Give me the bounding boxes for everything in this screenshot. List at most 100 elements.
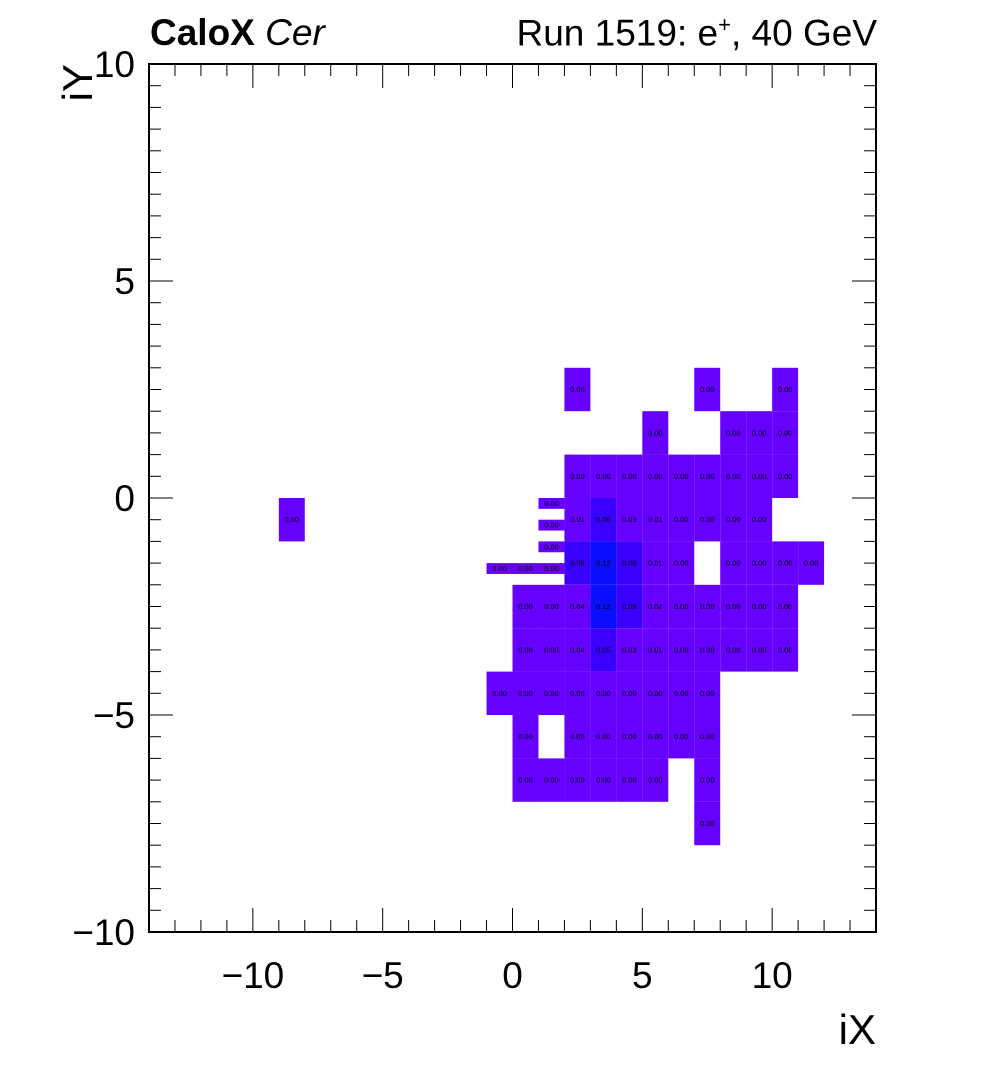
heatmap-cell bbox=[564, 715, 591, 759]
heatmap-cell-label: 0.00 bbox=[752, 472, 767, 481]
heatmap-cell bbox=[642, 671, 669, 715]
heatmap-cell bbox=[694, 498, 721, 542]
heatmap-cell bbox=[512, 671, 539, 715]
heatmap-cell-label: 0.00 bbox=[778, 428, 793, 437]
heatmap-cell-label: 0.00 bbox=[648, 776, 663, 785]
heatmap-cell-label: 0.00 bbox=[752, 645, 767, 654]
heatmap-cell bbox=[694, 584, 721, 629]
heatmap-cell bbox=[512, 628, 539, 672]
heatmap-cell-label: 0.00 bbox=[700, 819, 715, 828]
heatmap-cell-labels: 0.00 0.00 0.00 0.00 0.00 0.00 0.00 0.00 0.00 0.00… bbox=[284, 385, 818, 828]
heatmap-cell-label: 0.00 bbox=[700, 732, 715, 741]
heatmap-cell bbox=[486, 563, 513, 574]
heatmap-cell-label: 0.00 bbox=[700, 645, 715, 654]
heatmap-cell bbox=[538, 519, 565, 531]
heatmap-cell-label: 0.00 bbox=[570, 385, 585, 394]
heatmap-cell bbox=[590, 454, 617, 498]
heatmap-cell-label: 0.01 bbox=[648, 559, 663, 568]
chart-title-right: Run 1519: e+, 40 GeV bbox=[517, 12, 878, 54]
heatmap-cell bbox=[642, 498, 669, 542]
heatmap-cell bbox=[564, 367, 591, 412]
heatmap-cell-label: 0.00 bbox=[674, 515, 689, 524]
heatmap-cell-label: 0.00 bbox=[648, 472, 663, 481]
heatmap-cell-label: 0.03 bbox=[622, 515, 637, 524]
x-tick-label: 10 bbox=[752, 955, 793, 996]
heatmap-cell bbox=[668, 454, 695, 498]
heatmap-cell bbox=[642, 715, 669, 759]
chart-title-left: CaloX Cer bbox=[150, 14, 325, 51]
heatmap-cell-label: 0.01 bbox=[570, 515, 585, 524]
heatmap-cell-label: 0.00 bbox=[596, 776, 611, 785]
heatmap-cell bbox=[746, 411, 773, 455]
heatmap-cell bbox=[616, 541, 643, 585]
heatmap-cell bbox=[694, 671, 721, 715]
heatmap-cell bbox=[538, 758, 565, 802]
heatmap-cell-label: 0.00 bbox=[492, 564, 507, 573]
heatmap-cell-label: 0.00 bbox=[622, 732, 637, 741]
y-tick-label: −5 bbox=[93, 695, 135, 736]
heatmap-cell-label: 0.00 bbox=[674, 602, 689, 611]
heatmap-cell-label: 0.00 bbox=[778, 645, 793, 654]
heatmap-cell-label: 0.00 bbox=[622, 472, 637, 481]
heatmap-cell-label: 0.00 bbox=[752, 515, 767, 524]
heatmap-cell bbox=[538, 584, 565, 629]
heatmap-cell bbox=[642, 628, 669, 672]
heatmap-cell-label: 0.00 bbox=[492, 689, 507, 698]
heatmap-cell-label: 0.00 bbox=[622, 689, 637, 698]
heatmap-cell bbox=[746, 454, 773, 498]
heatmap-cell-label: 0.00 bbox=[700, 602, 715, 611]
heatmap-cell bbox=[668, 715, 695, 759]
heatmap-cell-label: 0.06 bbox=[622, 559, 637, 568]
heatmap-cell-label: 0.01 bbox=[648, 515, 663, 524]
x-tick-label: 0 bbox=[502, 955, 523, 996]
heatmap-cell bbox=[512, 563, 539, 574]
y-tick-label: −10 bbox=[72, 912, 135, 953]
heatmap-cell-label: 0.12 bbox=[596, 602, 611, 611]
heatmap-cell bbox=[746, 541, 773, 585]
heatmap-cell bbox=[590, 758, 617, 802]
heatmap-cell-label: 0.00 bbox=[674, 472, 689, 481]
heatmap-cell bbox=[564, 758, 591, 802]
heatmap-cell bbox=[590, 584, 617, 629]
heatmap-cell bbox=[564, 671, 591, 715]
heatmap-cell-label: 0.00 bbox=[518, 732, 533, 741]
heatmap-cell bbox=[538, 628, 565, 672]
heatmap-cell-label: 0.00 bbox=[544, 521, 559, 530]
run-charge: + bbox=[718, 12, 731, 37]
heatmap-cell-label: 0.12 bbox=[596, 559, 611, 568]
heatmap-cell-label: 0.00 bbox=[596, 689, 611, 698]
heatmap-cell bbox=[746, 628, 773, 672]
experiment-name: CaloX bbox=[150, 12, 255, 53]
heatmap-cell-label: 0.00 bbox=[596, 472, 611, 481]
heatmap-cell-label: 0.06 bbox=[596, 515, 611, 524]
channel-name: Cer bbox=[265, 12, 325, 53]
heatmap-cell-label: 0.00 bbox=[518, 689, 533, 698]
heatmap-cell-label: 0.00 bbox=[648, 689, 663, 698]
heatmap-cell bbox=[616, 671, 643, 715]
heatmap-cell bbox=[668, 498, 695, 542]
heatmap-cell bbox=[590, 715, 617, 759]
heatmap-cell bbox=[564, 498, 591, 542]
heatmap-cell bbox=[694, 715, 721, 759]
heatmap-cell-label: 0.00 bbox=[778, 385, 793, 394]
heatmap-cell bbox=[720, 411, 747, 455]
heatmap-cell bbox=[694, 758, 721, 802]
y-tick-label: 5 bbox=[114, 261, 135, 302]
heatmap-cell bbox=[512, 715, 539, 759]
heatmap-cell bbox=[694, 454, 721, 498]
run-energy: , 40 GeV bbox=[730, 12, 877, 54]
heatmap-cell-label: 0.00 bbox=[674, 689, 689, 698]
heatmap-cell bbox=[668, 628, 695, 672]
heatmap-cell-label: 0.04 bbox=[570, 645, 585, 654]
heatmap-cell bbox=[590, 498, 617, 542]
heatmap-cell-label: 0.00 bbox=[544, 542, 559, 551]
heatmap-cell bbox=[746, 498, 773, 542]
heatmap-cell bbox=[538, 563, 565, 574]
x-axis-label: iX bbox=[839, 1006, 876, 1053]
heatmap-cell bbox=[642, 584, 669, 629]
heatmap-cell bbox=[720, 628, 747, 672]
y-tick-label: 0 bbox=[114, 478, 135, 519]
heatmap-cell bbox=[512, 758, 539, 802]
heatmap-cell-label: 0.04 bbox=[570, 602, 585, 611]
heatmap-cell bbox=[564, 541, 591, 585]
